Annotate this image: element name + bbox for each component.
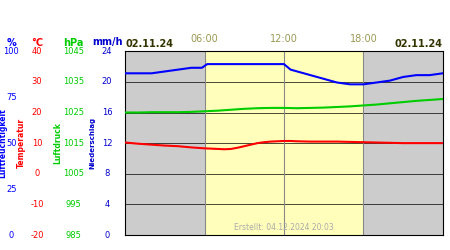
Text: 25: 25: [6, 184, 17, 194]
Text: 24: 24: [102, 47, 112, 56]
Text: 1015: 1015: [63, 138, 84, 147]
Text: 985: 985: [65, 230, 81, 239]
Text: 02.11.24: 02.11.24: [395, 39, 443, 49]
Text: 06:00: 06:00: [191, 34, 218, 44]
Text: 20: 20: [32, 108, 42, 117]
Text: 50: 50: [6, 138, 17, 147]
Text: Niederschlag: Niederschlag: [89, 117, 95, 169]
Text: Erstellt: 04.12.2024 20:03: Erstellt: 04.12.2024 20:03: [234, 224, 334, 232]
Text: 12:00: 12:00: [270, 34, 298, 44]
Text: 20: 20: [102, 77, 112, 86]
Text: Luftdruck: Luftdruck: [53, 122, 62, 164]
Text: 1035: 1035: [63, 77, 84, 86]
Text: 30: 30: [32, 77, 42, 86]
Text: 1025: 1025: [63, 108, 84, 117]
Text: 0: 0: [104, 230, 110, 239]
Text: 8: 8: [104, 169, 110, 178]
Text: 4: 4: [104, 200, 110, 209]
Text: 75: 75: [6, 93, 17, 102]
Text: 16: 16: [102, 108, 112, 117]
Text: -10: -10: [30, 200, 44, 209]
Text: 40: 40: [32, 47, 42, 56]
Text: 100: 100: [4, 47, 19, 56]
Text: -20: -20: [30, 230, 44, 239]
Text: 0: 0: [34, 169, 40, 178]
Text: 18:00: 18:00: [350, 34, 377, 44]
Text: Luftfeuchtigkeit: Luftfeuchtigkeit: [0, 108, 8, 178]
Text: °C: °C: [31, 38, 43, 48]
Text: %: %: [6, 38, 16, 48]
Text: hPa: hPa: [63, 38, 84, 48]
Text: 1005: 1005: [63, 169, 84, 178]
Text: 0: 0: [9, 230, 14, 239]
Text: Temperatur: Temperatur: [17, 118, 26, 168]
Text: 1045: 1045: [63, 47, 84, 56]
Text: 995: 995: [66, 200, 81, 209]
Text: mm/h: mm/h: [92, 38, 122, 48]
Text: 02.11.24: 02.11.24: [125, 39, 173, 49]
Text: 12: 12: [102, 138, 112, 147]
Bar: [204, 51, 364, 235]
Text: 10: 10: [32, 138, 42, 147]
